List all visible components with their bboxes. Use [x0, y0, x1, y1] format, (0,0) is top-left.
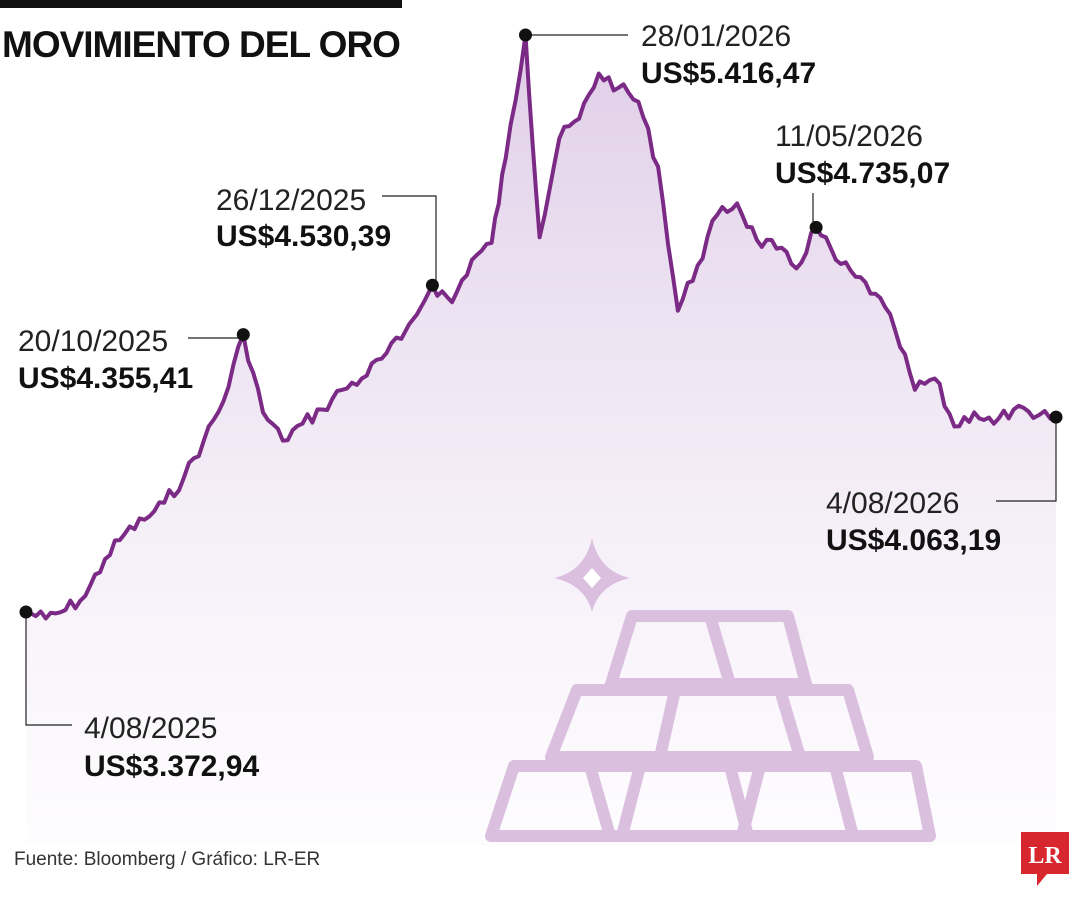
- annotation-price: US$3.372,94: [84, 750, 259, 783]
- annotation-date: 4/08/2026: [826, 487, 959, 520]
- annotation-marker: [809, 220, 823, 234]
- gold-bar: [545, 684, 874, 763]
- gold-bar-divider: [829, 764, 859, 838]
- gold-bars-icon: [485, 538, 936, 842]
- sparkle-center: [583, 568, 601, 588]
- leader-line-dec: [382, 195, 437, 289]
- source-note: Fuente: Bloomberg / Gráfico: LR-ER: [14, 849, 321, 870]
- annotation-date: 26/12/2025: [216, 184, 366, 217]
- chart-title: MOVIMIENTO DEL ORO: [2, 24, 401, 65]
- gold-bar-divider: [584, 764, 616, 838]
- annotation-markers: [19, 28, 1063, 619]
- annotation-marker: [1049, 410, 1063, 424]
- gold-bar-divider: [736, 764, 766, 838]
- annotation-price: US$4.063,19: [826, 524, 1001, 557]
- gold-bar-divider: [616, 764, 646, 838]
- annotation-date: 11/05/2026: [775, 120, 923, 153]
- annotation-price: US$4.355,41: [18, 362, 193, 395]
- lr-logo: LR: [1021, 832, 1069, 886]
- gold-bar-divider: [774, 688, 806, 759]
- gold-bar: [485, 760, 936, 842]
- annotation-marker: [519, 28, 532, 42]
- top-rule: [0, 0, 402, 8]
- gold-bar-divider: [704, 614, 736, 686]
- leader-line-end: [996, 422, 1057, 502]
- annotation-price: US$5.416,47: [641, 57, 816, 90]
- annotation-price: US$4.530,39: [216, 220, 391, 253]
- price-line: [24, 33, 1058, 621]
- annotation-marker: [19, 605, 33, 619]
- annotation-date: 28/01/2026: [641, 20, 791, 53]
- gold-bar-divider: [654, 688, 681, 759]
- leader-line-start: [25, 612, 72, 726]
- annotation-date: 20/10/2025: [18, 325, 168, 358]
- logo-text: LR: [1028, 843, 1062, 869]
- annotation-date: 4/08/2025: [84, 712, 217, 745]
- logo-badge-shape: [1021, 832, 1069, 886]
- annotation-marker: [425, 278, 439, 292]
- annotation-price: US$4.735,07: [775, 157, 950, 190]
- annotation-labels: 4/08/2025 US$3.372,94 20/10/2025 US$4.35…: [18, 20, 1001, 783]
- annotation-marker: [236, 328, 250, 342]
